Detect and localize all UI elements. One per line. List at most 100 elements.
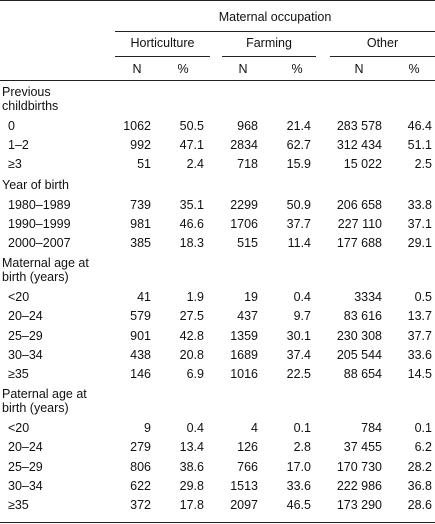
row-label: <20 [8,290,30,305]
table-cell: 438 [130,347,151,362]
table-cell: 33.8 [407,197,432,212]
table-cell: 20.8 [179,347,204,362]
table-cell: 766 [237,459,258,474]
header-bottom-rule [0,80,435,81]
table-cell: 992 [130,138,151,153]
table-cell: 312 434 [336,138,382,153]
table-cell: 126 [237,440,258,455]
table-cell: 28.6 [407,498,432,512]
horticulture-underline [115,56,210,57]
table-cell: 51 [137,157,151,172]
section-title: birth (years) [2,270,69,285]
table-cell: 1062 [123,119,151,133]
table-cell: 17.0 [286,459,311,474]
table-cell: 146 [130,367,151,381]
row-label: 25–29 [8,459,43,474]
table-cell: 36.8 [407,478,432,493]
table-cell: 33.6 [286,478,311,493]
table-cell: 6.9 [186,367,204,381]
row-label: 20–24 [8,440,43,455]
section-title: birth (years) [2,401,69,416]
table-cell: 2834 [230,138,258,153]
table-cell: 372 [130,498,151,512]
table-cell: 28.2 [407,459,432,474]
table-cell: 37 455 [343,440,382,455]
table-cell: 35.1 [179,197,204,212]
table-cell: 206 658 [336,197,382,212]
table-cell: 18.3 [179,236,204,250]
table-cell: 3334 [354,290,382,305]
section-title: childbirths [2,99,59,113]
row-label: 1–2 [8,138,29,153]
table-cell: 2097 [230,498,258,512]
table-cell: 968 [237,119,258,133]
row-label: ≥35 [8,367,29,381]
table-cell: 2.4 [186,157,204,172]
table-cell: 718 [237,157,258,172]
table-cell: 9 [144,421,151,436]
row-label: <20 [8,421,30,436]
group-horticulture: Horticulture [130,36,195,50]
table-cell: 0.4 [293,290,311,305]
section-title: Maternal age at [2,256,89,271]
table-cell: 622 [130,478,151,493]
row-label: 2000–2007 [8,236,71,250]
table-cell: 38.6 [179,459,204,474]
table-cell: 83 616 [343,309,382,324]
table-cell: 806 [130,459,151,474]
table-cell: 0.5 [414,290,432,305]
col-header-pct: % [408,62,420,76]
table-cell: 37.7 [407,328,432,343]
table-cell: 173 290 [336,498,382,512]
section-title: Year of birth [2,177,69,192]
bottom-rule [0,522,435,523]
row-label: 1990–1999 [8,216,71,231]
table-cell: 46.4 [407,119,432,133]
table-cell: 283 578 [336,119,382,133]
table-cell: 901 [130,328,151,343]
table-cell: 51.1 [407,138,432,153]
table-cell: 177 688 [336,236,382,250]
table-cell: 29.8 [179,478,204,493]
table-cell: 50.9 [286,197,311,212]
table-cell: 205 544 [336,347,382,362]
table-cell: 27.5 [179,309,204,324]
col-header-pct: % [291,62,303,76]
group-farming: Farming [246,36,292,50]
table-cell: 17.8 [179,498,204,512]
farming-underline [222,56,316,57]
table-cell: 15 022 [343,157,382,172]
table-cell: 230 308 [336,328,382,343]
table-cell: 0.1 [414,421,432,436]
table-cell: 784 [361,421,382,436]
table-cell: 437 [237,309,258,324]
table-cell: 1016 [230,367,258,381]
table-cell: 46.5 [286,498,311,512]
table-cell: 227 110 [337,216,382,231]
table-cell: 88 654 [343,367,382,381]
table-cell: 37.7 [286,216,311,231]
table-cell: 6.2 [414,440,432,455]
group-other: Other [366,36,399,50]
table-cell: 19 [244,290,258,305]
row-label: 20–24 [8,309,43,324]
section-title: Paternal age at [2,387,87,402]
table-cell: 47.1 [179,138,204,153]
table-cell: 385 [130,236,151,250]
top-rule [0,0,435,1]
table-cell: 1.9 [186,290,204,305]
table-cell: 0.1 [293,421,311,436]
group-title: Maternal occupation [218,10,332,24]
col-header-n: N [354,62,364,76]
table-cell: 62.7 [286,138,311,153]
table-cell: 22.5 [286,367,311,381]
row-label: 30–34 [8,478,43,493]
table-cell: 170 730 [336,459,382,474]
table-cell: 15.9 [286,157,311,172]
table-cell: 515 [237,236,258,250]
col-header-n: N [132,62,142,76]
table-cell: 37.1 [407,216,432,231]
table-cell: 9.7 [293,309,311,324]
section-title: Previous [2,85,51,99]
col-header-pct: % [177,62,189,76]
